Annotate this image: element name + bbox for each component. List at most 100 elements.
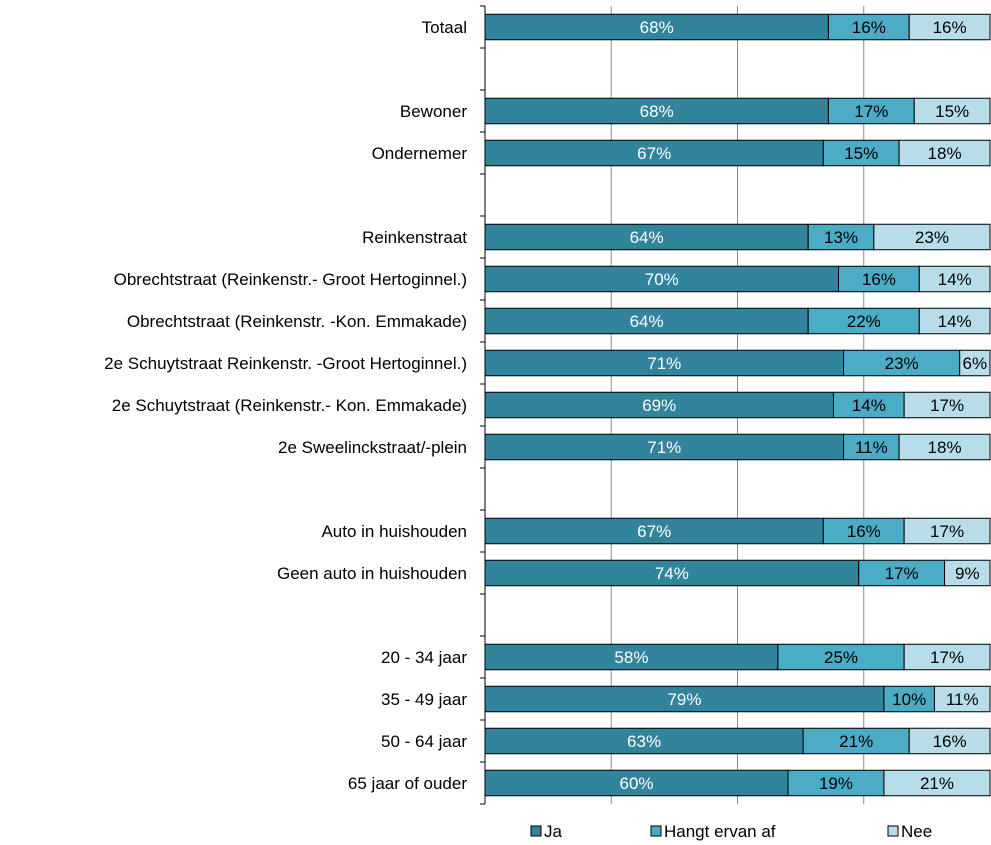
- data-label: 16%: [933, 732, 967, 751]
- category-label: 65 jaar of ouder: [348, 774, 467, 793]
- data-label: 64%: [630, 228, 664, 247]
- category-label: 2e Sweelinckstraat/-plein: [278, 438, 467, 457]
- data-label: 16%: [852, 18, 886, 37]
- bar-segment-hangt-ervan-af: [843, 349, 961, 377]
- data-label: 11%: [946, 690, 979, 709]
- category-label: 50 - 64 jaar: [381, 732, 467, 751]
- bar-segment-hangt-ervan-af: [807, 223, 875, 251]
- legend-item-hangt-ervan-af: Hangt ervan af: [650, 822, 776, 841]
- data-label: 23%: [915, 228, 949, 247]
- bar-segment-hangt-ervan-af: [838, 265, 920, 293]
- bar-segment-ja: [484, 727, 804, 755]
- bar-segment-nee: [913, 97, 991, 125]
- category-labels: Totaal Bewoner Ondernemer Reinkenstraat Obre…: [104, 18, 467, 793]
- category-label: Auto in huishouden: [321, 522, 467, 541]
- legend-label: Nee: [901, 822, 932, 841]
- bar-segment-nee: [959, 349, 991, 377]
- bar-segment-hangt-ervan-af: [807, 307, 920, 335]
- category-label: Obrechtstraat (Reinkenstr. -Kon. Emmakad…: [127, 312, 467, 331]
- data-label: 17%: [930, 522, 964, 541]
- legend-swatch: [887, 825, 899, 837]
- bar-segment-ja: [484, 517, 824, 545]
- bars: 68% 16% 16% 68% 17% 15% 67% 15% 18% 64% 13% 23% 70% 1…: [484, 13, 991, 797]
- data-label: 11%: [855, 438, 888, 457]
- legend: Ja Hangt ervan af Nee: [530, 822, 932, 841]
- data-label: 21%: [920, 774, 954, 793]
- bar-segment-ja: [484, 307, 809, 335]
- data-label: 18%: [928, 438, 962, 457]
- data-label: 74%: [655, 564, 689, 583]
- data-label: 17%: [930, 648, 964, 667]
- data-label: 16%: [933, 18, 967, 37]
- bar-segment-nee: [933, 685, 991, 713]
- category-label: Ondernemer: [372, 144, 468, 163]
- bar-segment-hangt-ervan-af: [822, 139, 900, 167]
- data-label: 17%: [930, 396, 964, 415]
- bar-segment-hangt-ervan-af: [822, 517, 905, 545]
- bar-segment-nee: [908, 13, 991, 41]
- bar-segment-nee: [918, 307, 991, 335]
- category-label: 35 - 49 jaar: [381, 690, 467, 709]
- category-label: Reinkenstraat: [362, 228, 467, 247]
- data-label: 79%: [667, 690, 701, 709]
- bar-segment-nee: [903, 643, 991, 671]
- bar-segment-nee: [873, 223, 991, 251]
- data-label: 14%: [938, 312, 972, 331]
- data-label: 67%: [637, 522, 671, 541]
- data-label: 14%: [852, 396, 886, 415]
- bar-segment-ja: [484, 769, 789, 797]
- bar-segment-ja: [484, 685, 885, 713]
- data-label: 70%: [645, 270, 679, 289]
- bar-segment-nee: [903, 391, 991, 419]
- data-label: 6%: [963, 354, 988, 373]
- legend-swatch: [650, 825, 662, 837]
- data-label: 63%: [627, 732, 661, 751]
- bar-segment-nee: [883, 769, 991, 797]
- bar-segment-nee: [903, 517, 991, 545]
- data-label: 16%: [847, 522, 881, 541]
- data-label: 68%: [640, 102, 674, 121]
- data-label: 14%: [938, 270, 972, 289]
- data-label: 23%: [885, 354, 919, 373]
- legend-item-nee: Nee: [887, 822, 932, 841]
- data-label: 21%: [839, 732, 873, 751]
- bar-segment-nee: [908, 727, 991, 755]
- data-label: 10%: [892, 690, 926, 709]
- data-label: 16%: [862, 270, 896, 289]
- data-label: 67%: [637, 144, 671, 163]
- legend-swatch: [530, 825, 542, 837]
- bar-segment-nee: [944, 559, 991, 587]
- bar-segment-nee: [898, 433, 991, 461]
- data-label: 17%: [854, 102, 888, 121]
- data-label: 9%: [955, 564, 980, 583]
- data-label: 15%: [844, 144, 878, 163]
- bar-segment-hangt-ervan-af: [858, 559, 946, 587]
- data-label: 15%: [935, 102, 969, 121]
- data-label: 68%: [640, 18, 674, 37]
- bar-segment-ja: [484, 13, 829, 41]
- data-label: 13%: [824, 228, 858, 247]
- data-label: 58%: [614, 648, 648, 667]
- data-label: 18%: [928, 144, 962, 163]
- data-label: 60%: [619, 774, 653, 793]
- legend-label: Hangt ervan af: [664, 822, 776, 841]
- bar-segment-ja: [484, 265, 839, 293]
- bar-segment-nee: [898, 139, 991, 167]
- category-label: Totaal: [422, 18, 467, 37]
- data-label: 69%: [642, 396, 676, 415]
- category-label: 20 - 34 jaar: [381, 648, 467, 667]
- data-label: 17%: [885, 564, 919, 583]
- data-label: 22%: [847, 312, 881, 331]
- bar-segment-nee: [918, 265, 991, 293]
- data-label: 19%: [819, 774, 853, 793]
- bar-segment-ja: [484, 433, 845, 461]
- bar-segment-ja: [484, 139, 824, 167]
- bar-segment-hangt-ervan-af: [802, 727, 910, 755]
- category-label: 2e Schuytstraat (Reinkenstr.- Kon. Emmak…: [112, 396, 467, 415]
- data-label: 25%: [824, 648, 858, 667]
- data-label: 71%: [647, 438, 681, 457]
- category-label: Geen auto in huishouden: [277, 564, 467, 583]
- bar-segment-hangt-ervan-af: [777, 643, 905, 671]
- data-label: 64%: [630, 312, 664, 331]
